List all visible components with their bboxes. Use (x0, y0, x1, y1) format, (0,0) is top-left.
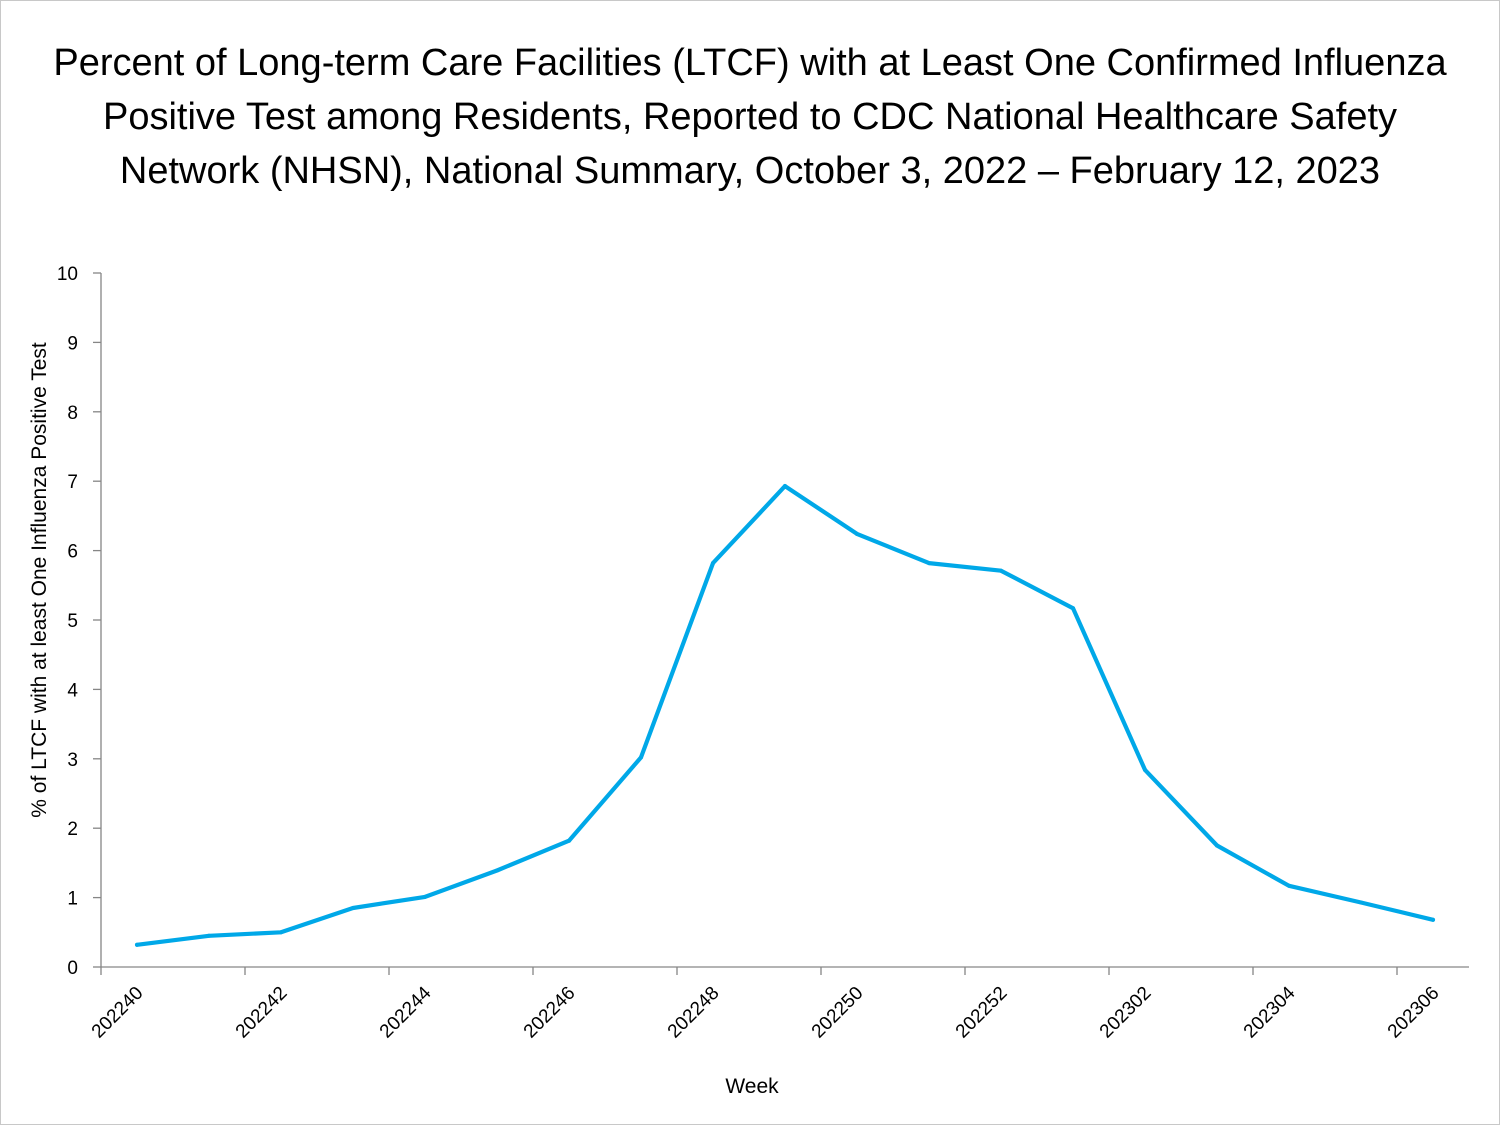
x-tick-label: 202304 (1240, 982, 1300, 1042)
y-tick-label: 10 (57, 264, 78, 285)
y-tick-label: 2 (67, 819, 78, 840)
data-point (927, 561, 931, 566)
x-tick-label: 202242 (232, 983, 292, 1043)
data-point (855, 531, 859, 536)
data-point (1071, 606, 1075, 611)
y-tick-label: 8 (67, 403, 78, 424)
data-point (351, 906, 355, 911)
data-point (711, 561, 715, 566)
data-point (279, 930, 283, 935)
data-point (423, 894, 427, 899)
data-point (207, 933, 211, 938)
y-tick-label: 9 (67, 333, 78, 354)
data-point (1359, 900, 1363, 905)
data-point (1215, 843, 1219, 848)
y-tick-label: 7 (67, 472, 78, 493)
data-point (783, 484, 787, 489)
data-point (1431, 917, 1435, 922)
x-axis-title: Week (725, 1075, 779, 1098)
chart-title-line-3: Network (NHSN), National Summary, Octobe… (119, 150, 1381, 192)
y-tick-label: 4 (67, 680, 78, 701)
x-tick-label: 202250 (808, 983, 868, 1043)
x-tick-label: 202240 (88, 983, 148, 1043)
data-point (495, 868, 499, 873)
x-tick-label: 202306 (1384, 983, 1444, 1043)
series-line (134, 484, 1436, 947)
x-tick-label: 202248 (664, 983, 724, 1043)
chart-title-line-1: Percent of Long-term Care Facilities (LT… (53, 42, 1447, 84)
data-point (639, 755, 643, 760)
chart-title-line-2: Positive Test among Residents, Reported … (102, 96, 1398, 138)
data-point (135, 942, 139, 947)
y-tick-label: 0 (67, 958, 78, 979)
y-tick-label: 5 (67, 611, 78, 632)
y-tick-label: 1 (67, 889, 78, 910)
y-tick-label: 6 (67, 542, 78, 563)
chart-title: Percent of Long-term Care Facilities (LT… (0, 36, 1500, 198)
series-group (134, 484, 1436, 947)
x-axis: 202240 202242 202244 202246 202248 202250 2022… (88, 966, 1469, 1043)
x-tick-label: 202302 (1096, 983, 1156, 1043)
data-point (1143, 767, 1147, 772)
data-point (567, 838, 571, 843)
y-axis-title: % of LTCF with at least One Influenza Po… (28, 342, 51, 818)
data-point (1287, 883, 1291, 888)
data-point (999, 568, 1003, 573)
x-tick-label: 202244 (376, 982, 436, 1042)
x-tick-label: 202252 (952, 983, 1012, 1043)
y-tick-label: 3 (67, 750, 78, 771)
y-axis: 0 1 2 3 4 5 6 7 8 9 10 (57, 264, 102, 979)
x-tick-label: 202246 (520, 983, 580, 1043)
